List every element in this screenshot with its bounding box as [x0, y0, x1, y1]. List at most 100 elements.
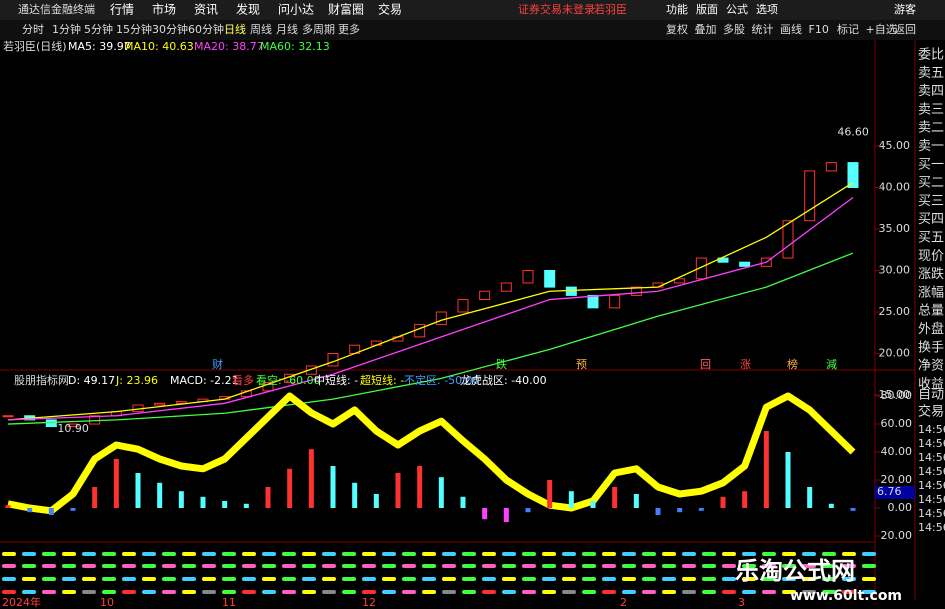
signal-strip — [582, 564, 596, 568]
tool-button[interactable]: 画线 — [780, 22, 802, 36]
signal-strip — [22, 577, 36, 581]
signal-strip — [542, 564, 556, 568]
title-bar — [0, 0, 945, 20]
tool-button[interactable]: F10 — [809, 23, 829, 36]
signal-strip — [682, 577, 696, 581]
signal-strip — [402, 577, 416, 581]
period-tab[interactable]: 30分钟 — [152, 22, 188, 36]
histogram-bar — [460, 496, 466, 508]
signal-strip — [842, 564, 856, 568]
period-tab[interactable]: 分时 — [22, 23, 44, 36]
signal-strip — [502, 564, 516, 568]
signal-strip — [282, 564, 296, 568]
signal-strip — [782, 590, 796, 594]
candle — [479, 290, 491, 301]
signal-strip — [222, 564, 236, 568]
signal-strip — [522, 552, 536, 556]
tool-button[interactable]: 标记 — [837, 22, 859, 36]
signal-strip — [222, 590, 236, 594]
signal-strip — [282, 577, 296, 581]
signal-strip — [442, 552, 456, 556]
menu-item[interactable]: 功能 — [666, 2, 688, 16]
event-marker[interactable]: 跌 — [496, 357, 507, 371]
ma-line — [7, 196, 854, 421]
side-item: 外盘 — [918, 321, 944, 337]
signal-strip — [222, 552, 236, 556]
tool-button[interactable]: 统计 — [752, 23, 774, 36]
high-label: 46.60 — [837, 126, 869, 139]
signal-strip — [122, 590, 136, 594]
event-marker[interactable]: 回 — [700, 358, 711, 371]
tool-button[interactable]: 多股 — [723, 22, 745, 36]
histogram-bar — [785, 452, 791, 508]
period-tab[interactable]: 多周期 — [302, 22, 335, 36]
histogram-bar — [243, 503, 249, 508]
candle — [154, 402, 166, 406]
period-tab[interactable]: 60分钟 — [188, 22, 224, 36]
signal-strip — [722, 577, 736, 581]
guest[interactable]: 游客 — [894, 2, 916, 16]
histogram-bar — [807, 487, 813, 508]
period-tab[interactable]: 更多 — [338, 22, 360, 36]
period-tab[interactable]: 1分钟 — [52, 22, 81, 36]
event-marker[interactable]: 涨 — [740, 358, 751, 371]
signal-strip — [582, 590, 596, 594]
signal-strip — [382, 590, 396, 594]
tool-button[interactable]: 叠加 — [695, 23, 717, 36]
menu-item[interactable]: 交易 — [378, 2, 402, 17]
tool-button[interactable]: +自选 — [866, 23, 897, 36]
signal-strip — [722, 564, 736, 568]
period-tab[interactable]: 15分钟 — [116, 22, 152, 36]
menu-item[interactable]: 财富圈 — [328, 2, 364, 17]
event-marker[interactable]: 榜 — [787, 357, 798, 371]
signal-strip — [282, 590, 296, 594]
signal-strip — [602, 590, 616, 594]
y-tick-label: 15.00 — [879, 388, 911, 401]
menu-item[interactable]: 市场 — [152, 2, 176, 17]
menu-item[interactable]: 版面 — [696, 2, 718, 16]
low-label: 10.90 — [57, 422, 88, 435]
signal-strip — [502, 590, 516, 594]
signal-strip — [302, 590, 316, 594]
menu-item[interactable]: 行情 — [110, 3, 134, 17]
signal-strip — [182, 590, 196, 594]
tool-button[interactable]: 返回 — [894, 23, 916, 36]
tool-button[interactable]: 复权 — [666, 22, 688, 36]
event-marker[interactable]: 财 — [212, 357, 223, 371]
menu-item[interactable]: 问小达 — [278, 3, 314, 17]
signal-strip — [602, 552, 616, 556]
indicator-readout: 看多 — [232, 373, 254, 387]
period-tab[interactable]: 日线 — [224, 22, 246, 36]
signal-strip — [802, 564, 816, 568]
signal-strip — [402, 552, 416, 556]
side-item: 买三 — [918, 194, 944, 209]
chart-label: 若羽臣(日线) — [3, 39, 67, 53]
ma-line — [7, 181, 854, 421]
event-marker[interactable]: 減 — [826, 357, 837, 371]
y-tick-label: 80.00 — [881, 389, 913, 402]
side-item: 卖四 — [918, 84, 944, 99]
signal-strip — [562, 590, 576, 594]
side-item: 14:56 — [918, 493, 945, 506]
signal-strip — [542, 552, 556, 556]
menu-item[interactable]: 公式 — [726, 3, 748, 16]
period-tab[interactable]: 5分钟 — [84, 22, 113, 36]
signal-strip — [362, 564, 376, 568]
signal-strip — [662, 552, 676, 556]
ma-line — [7, 252, 854, 425]
signal-strip — [342, 552, 356, 556]
histogram-bar — [135, 473, 141, 508]
signal-strip — [862, 590, 876, 594]
signal-strip — [262, 564, 276, 568]
event-marker[interactable]: 预 — [576, 358, 587, 371]
signal-strip — [742, 577, 756, 581]
menu-item[interactable]: 选项 — [756, 3, 778, 16]
histogram-bar — [178, 491, 184, 508]
period-tab[interactable]: 月线 — [276, 22, 298, 36]
signal-strip — [102, 552, 116, 556]
menu-item[interactable]: 资讯 — [194, 3, 218, 17]
signal-strip — [762, 564, 776, 568]
signal-strip — [562, 577, 576, 581]
menu-item[interactable]: 发现 — [236, 2, 260, 17]
period-tab[interactable]: 周线 — [250, 22, 272, 36]
